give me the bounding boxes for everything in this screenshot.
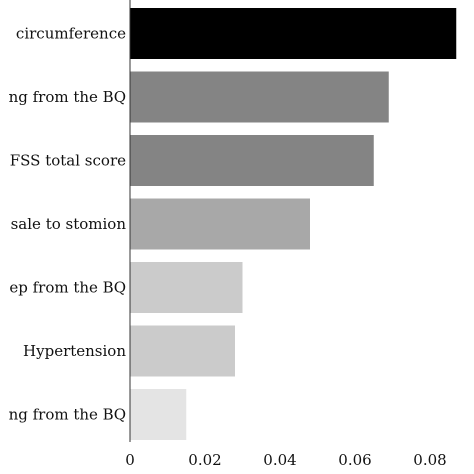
x-tick-label-1: 0.02 [188, 451, 221, 469]
category-label-0: circumference [16, 25, 126, 43]
category-label-2: FSS total score [10, 152, 126, 170]
bar-6 [130, 389, 187, 440]
bar-2 [130, 135, 374, 186]
category-labels-group: circumference ng from the BQ FSS total sco… [9, 25, 127, 424]
category-label-1: ng from the BQ [9, 88, 126, 106]
bar-3 [130, 198, 310, 250]
category-label-3: sale to stomion [11, 215, 127, 233]
x-tick-labels-group: 0 0.02 0.04 0.06 0.08 [125, 451, 446, 469]
category-label-4: ep from the BQ [9, 279, 126, 297]
bars-group [130, 8, 457, 440]
category-label-6: ng from the BQ [9, 406, 126, 424]
x-tick-label-4: 0.08 [413, 451, 446, 469]
x-tick-label-2: 0.04 [263, 451, 296, 469]
bar-4 [130, 262, 243, 313]
bar-5 [130, 325, 235, 377]
category-label-5: Hypertension [23, 342, 126, 360]
bar-0 [130, 8, 457, 59]
bar-1 [130, 71, 389, 123]
x-tick-label-0: 0 [125, 451, 135, 469]
x-tick-label-3: 0.06 [338, 451, 371, 469]
